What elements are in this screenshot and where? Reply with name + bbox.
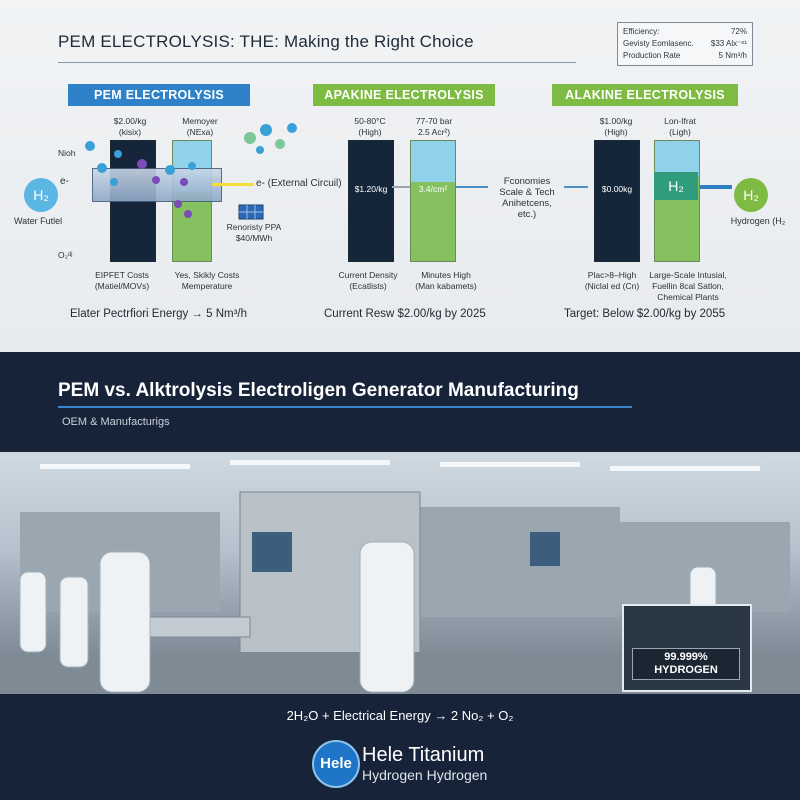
pem-electron-label: e- <box>60 176 69 187</box>
connector-line <box>392 186 410 188</box>
section-header-apakine: APAKINE ELECTROLYSIS <box>313 84 495 106</box>
purity-badge: 99.999% HYDROGEN <box>632 648 740 680</box>
brand-name: Hele Titanium <box>362 744 485 766</box>
control-screen <box>530 532 560 566</box>
pem-footer: Elater Pectrfiori Energy → 5 Nm³/h <box>70 308 248 320</box>
manufacturing-title-underline <box>58 406 632 408</box>
stats-value: 5 Nm³/h <box>718 51 747 60</box>
factory-illustration <box>0 460 800 694</box>
apakine-col1-bottom-label: Current Density (Ecatlists) <box>338 270 398 291</box>
apakine-col1 <box>348 140 394 262</box>
reaction-equation: 2H₂O + Electrical Energy → 2 No₂ + O₂ <box>286 708 514 723</box>
pem-oxygen-label: O₂ᵈʲ <box>58 250 73 260</box>
apakine-col2-top-label: 77-70 bar 2.5 Acr²) <box>415 116 453 137</box>
alakine-col2 <box>654 140 700 262</box>
pem-bubbles <box>85 123 297 218</box>
stats-box: Efficiency: 72% Gevisty Eomlasenc. $33 A… <box>617 22 753 66</box>
bubble-icon <box>260 124 272 136</box>
apakine-col1-top-label: 50-80°C (High) <box>354 116 386 137</box>
apakine-col2 <box>410 140 456 262</box>
section-header-alakine: ALAKINE ELECTROLYSIS <box>552 84 738 106</box>
bubble-icon <box>244 132 256 144</box>
apakine-col2-bottom-label: Minutes High (Man kabamets) <box>415 270 477 291</box>
alakine-col1-bottom-label: Plac>8–High (Niclal ed (Cn) <box>584 270 640 291</box>
bubble-icon <box>110 178 118 186</box>
bubble-icon <box>85 141 95 151</box>
bubble-icon <box>152 176 160 184</box>
bubble-icon <box>184 210 192 218</box>
apakine-footer: Current Resw $2.00/kg by 2025 <box>324 308 486 320</box>
h2-output-icon: H₂ <box>734 178 768 212</box>
bubble-icon <box>275 139 285 149</box>
pem-col2-bottom-label: Yes, Skikly Costs Memperature <box>174 270 240 291</box>
stats-value: 72% <box>730 27 747 36</box>
bubble-icon <box>287 123 297 133</box>
technicians <box>19 541 717 693</box>
pem-circuit-label: e- (External Circuil) <box>256 178 342 189</box>
bubble-icon <box>180 178 188 186</box>
apakine-col1-value: $1.20/kg <box>354 184 388 194</box>
stats-label: Production Rate <box>623 51 681 60</box>
connector-arrow <box>564 186 588 188</box>
bubble-icon <box>165 165 175 175</box>
stats-label: Efficiency: <box>623 27 660 36</box>
bubble-icon <box>97 163 107 173</box>
pem-col1-bottom-label: EIPFET Costs (Matiel/MOVs) <box>94 270 150 291</box>
ceiling-lights <box>40 460 760 471</box>
solar-panel-icon <box>238 204 264 220</box>
bubble-icon <box>188 162 196 170</box>
stats-row: Efficiency: 72% <box>623 27 747 38</box>
pem-water-label: Water Futlel <box>14 216 63 226</box>
control-screen <box>252 532 292 572</box>
bubble-icon <box>174 200 182 208</box>
pem-input-label: Nioh <box>58 148 76 158</box>
section-header-pem: PEM ELECTROLYSIS <box>68 84 250 106</box>
output-arrow <box>700 185 732 189</box>
brand-tagline: Hydrogen Hydrogen <box>362 767 488 783</box>
bubble-icon <box>114 150 122 158</box>
apakine-col2-value: 3.4/cm² <box>418 184 448 194</box>
stats-value: $33 Alx⁻ᵉ¹ <box>710 39 747 48</box>
stats-row: Production Rate 5 Nm³/h <box>623 51 747 62</box>
hydrogen-output-label: Hydrogen (H₂ <box>730 216 786 226</box>
pem-renewable-label: Renoristy PPA $40/MWh <box>226 222 282 243</box>
alakine-col2-bottom-label: Large-Scale Intusial, Fuellin 8cal Satlo… <box>649 270 727 302</box>
bubble-icon <box>256 146 264 154</box>
pem-col1-top-label: $2.00/kg (kisix) <box>113 116 147 137</box>
page-title: PEM ELECTROLYSIS: THE: Making the Right … <box>58 32 474 51</box>
alakine-col1-top-label: $1.00/kg (High) <box>599 116 633 137</box>
economies-label: Fconomies Scale & Tech Anihetcens, etc.) <box>499 176 555 220</box>
h2-icon: H₂ <box>24 178 58 212</box>
electron-arrow <box>212 183 254 186</box>
manufacturing-title: PEM vs. Alktrolysis Electroligen Generat… <box>58 380 579 401</box>
brand-logo-icon: Hele <box>312 740 360 788</box>
title-divider <box>58 62 576 63</box>
stats-row: Gevisty Eomlasenc. $33 Alx⁻ᵉ¹ <box>623 39 747 50</box>
pem-col2-top-label: Memoyer (NExa) <box>182 116 218 137</box>
alakine-h2-label: H₂ <box>654 172 698 200</box>
alakine-col1 <box>594 140 640 262</box>
connector-arrow <box>456 186 488 188</box>
alakine-col2-top-label: Lon-Ifrat (Ligh) <box>664 116 696 137</box>
bubble-icon <box>137 159 147 169</box>
alakine-col1-value: $0.00kg <box>601 184 633 194</box>
alakine-footer: Target: Below $2.00/kg by 2055 <box>564 308 726 320</box>
workbench <box>139 616 251 638</box>
manufacturing-subtitle: OEM & Manufacturigs <box>62 416 170 428</box>
stats-label: Gevisty Eomlasenc. <box>623 39 694 48</box>
